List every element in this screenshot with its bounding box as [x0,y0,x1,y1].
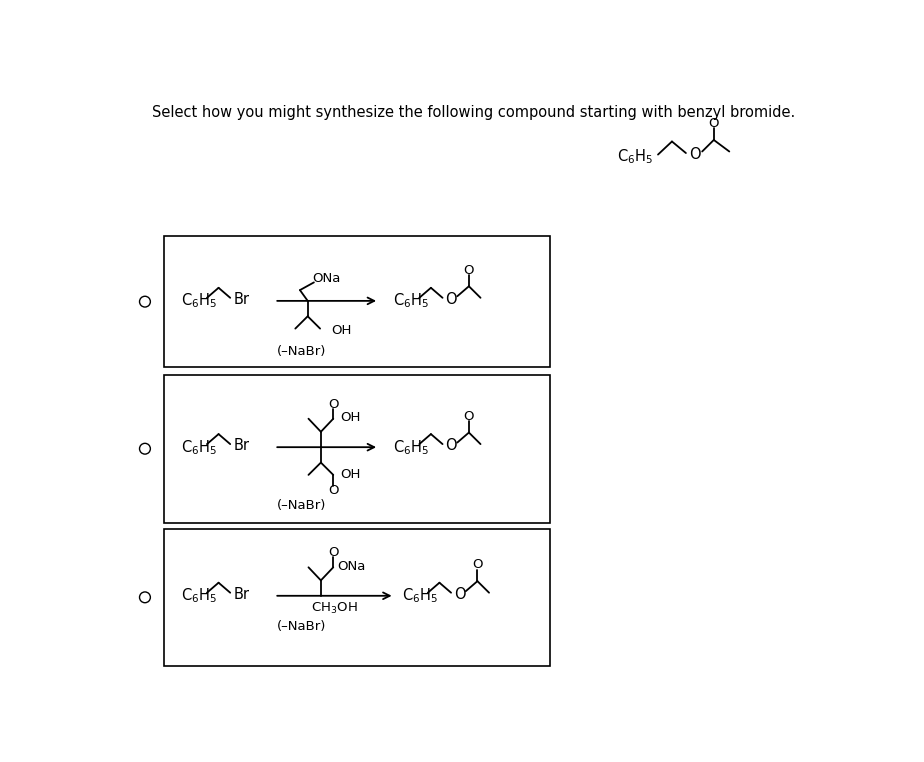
Text: (–NaBr): (–NaBr) [277,499,326,512]
Bar [164,375,550,523]
Text: Select how you might synthesize the following compound starting with benzyl brom: Select how you might synthesize the foll… [152,105,796,120]
Text: O: O [328,546,338,559]
Bar [164,236,550,367]
Text: Br: Br [234,587,249,602]
Text: O: O [709,117,719,130]
Text: $\mathregular{CH_3OH}$: $\mathregular{CH_3OH}$ [310,601,358,616]
Text: $\mathregular{C_6H_5}$: $\mathregular{C_6H_5}$ [402,587,438,605]
Text: $\mathregular{C_6H_5}$: $\mathregular{C_6H_5}$ [616,148,653,166]
Text: $\mathregular{C_6H_5}$: $\mathregular{C_6H_5}$ [393,438,429,456]
Text: OH: OH [340,469,360,482]
Text: Br: Br [234,438,249,453]
Bar [164,529,550,666]
Text: O: O [454,587,466,602]
Text: OH: OH [340,411,360,424]
Text: ONa: ONa [337,560,366,573]
Text: O: O [445,438,456,453]
Text: $\mathregular{C_6H_5}$: $\mathregular{C_6H_5}$ [181,438,217,456]
Text: (–NaBr): (–NaBr) [277,620,326,633]
Text: O: O [464,264,474,277]
Text: O: O [328,398,338,411]
Text: O: O [445,292,456,307]
Text: (–NaBr): (–NaBr) [277,345,326,358]
Text: O: O [328,484,338,497]
Text: O: O [464,410,474,423]
Text: $\mathregular{C_6H_5}$: $\mathregular{C_6H_5}$ [181,587,217,605]
Text: $\mathregular{C_6H_5}$: $\mathregular{C_6H_5}$ [181,292,217,310]
Text: $\mathregular{C_6H_5}$: $\mathregular{C_6H_5}$ [393,292,429,310]
Text: O: O [472,559,482,572]
Text: Br: Br [234,292,249,307]
Text: OH: OH [332,325,352,338]
Text: ONa: ONa [312,272,340,285]
Text: O: O [689,147,701,162]
